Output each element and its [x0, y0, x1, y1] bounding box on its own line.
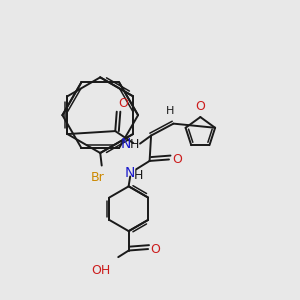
- Text: O: O: [118, 97, 128, 110]
- Text: N: N: [121, 136, 131, 151]
- Text: H: H: [130, 138, 139, 151]
- Text: O: O: [195, 100, 205, 113]
- Text: Br: Br: [90, 171, 104, 184]
- Text: O: O: [172, 153, 182, 166]
- Text: N: N: [125, 166, 135, 180]
- Text: H: H: [166, 106, 175, 116]
- Text: O: O: [151, 242, 160, 256]
- Text: H: H: [134, 169, 143, 182]
- Text: OH: OH: [92, 264, 111, 277]
